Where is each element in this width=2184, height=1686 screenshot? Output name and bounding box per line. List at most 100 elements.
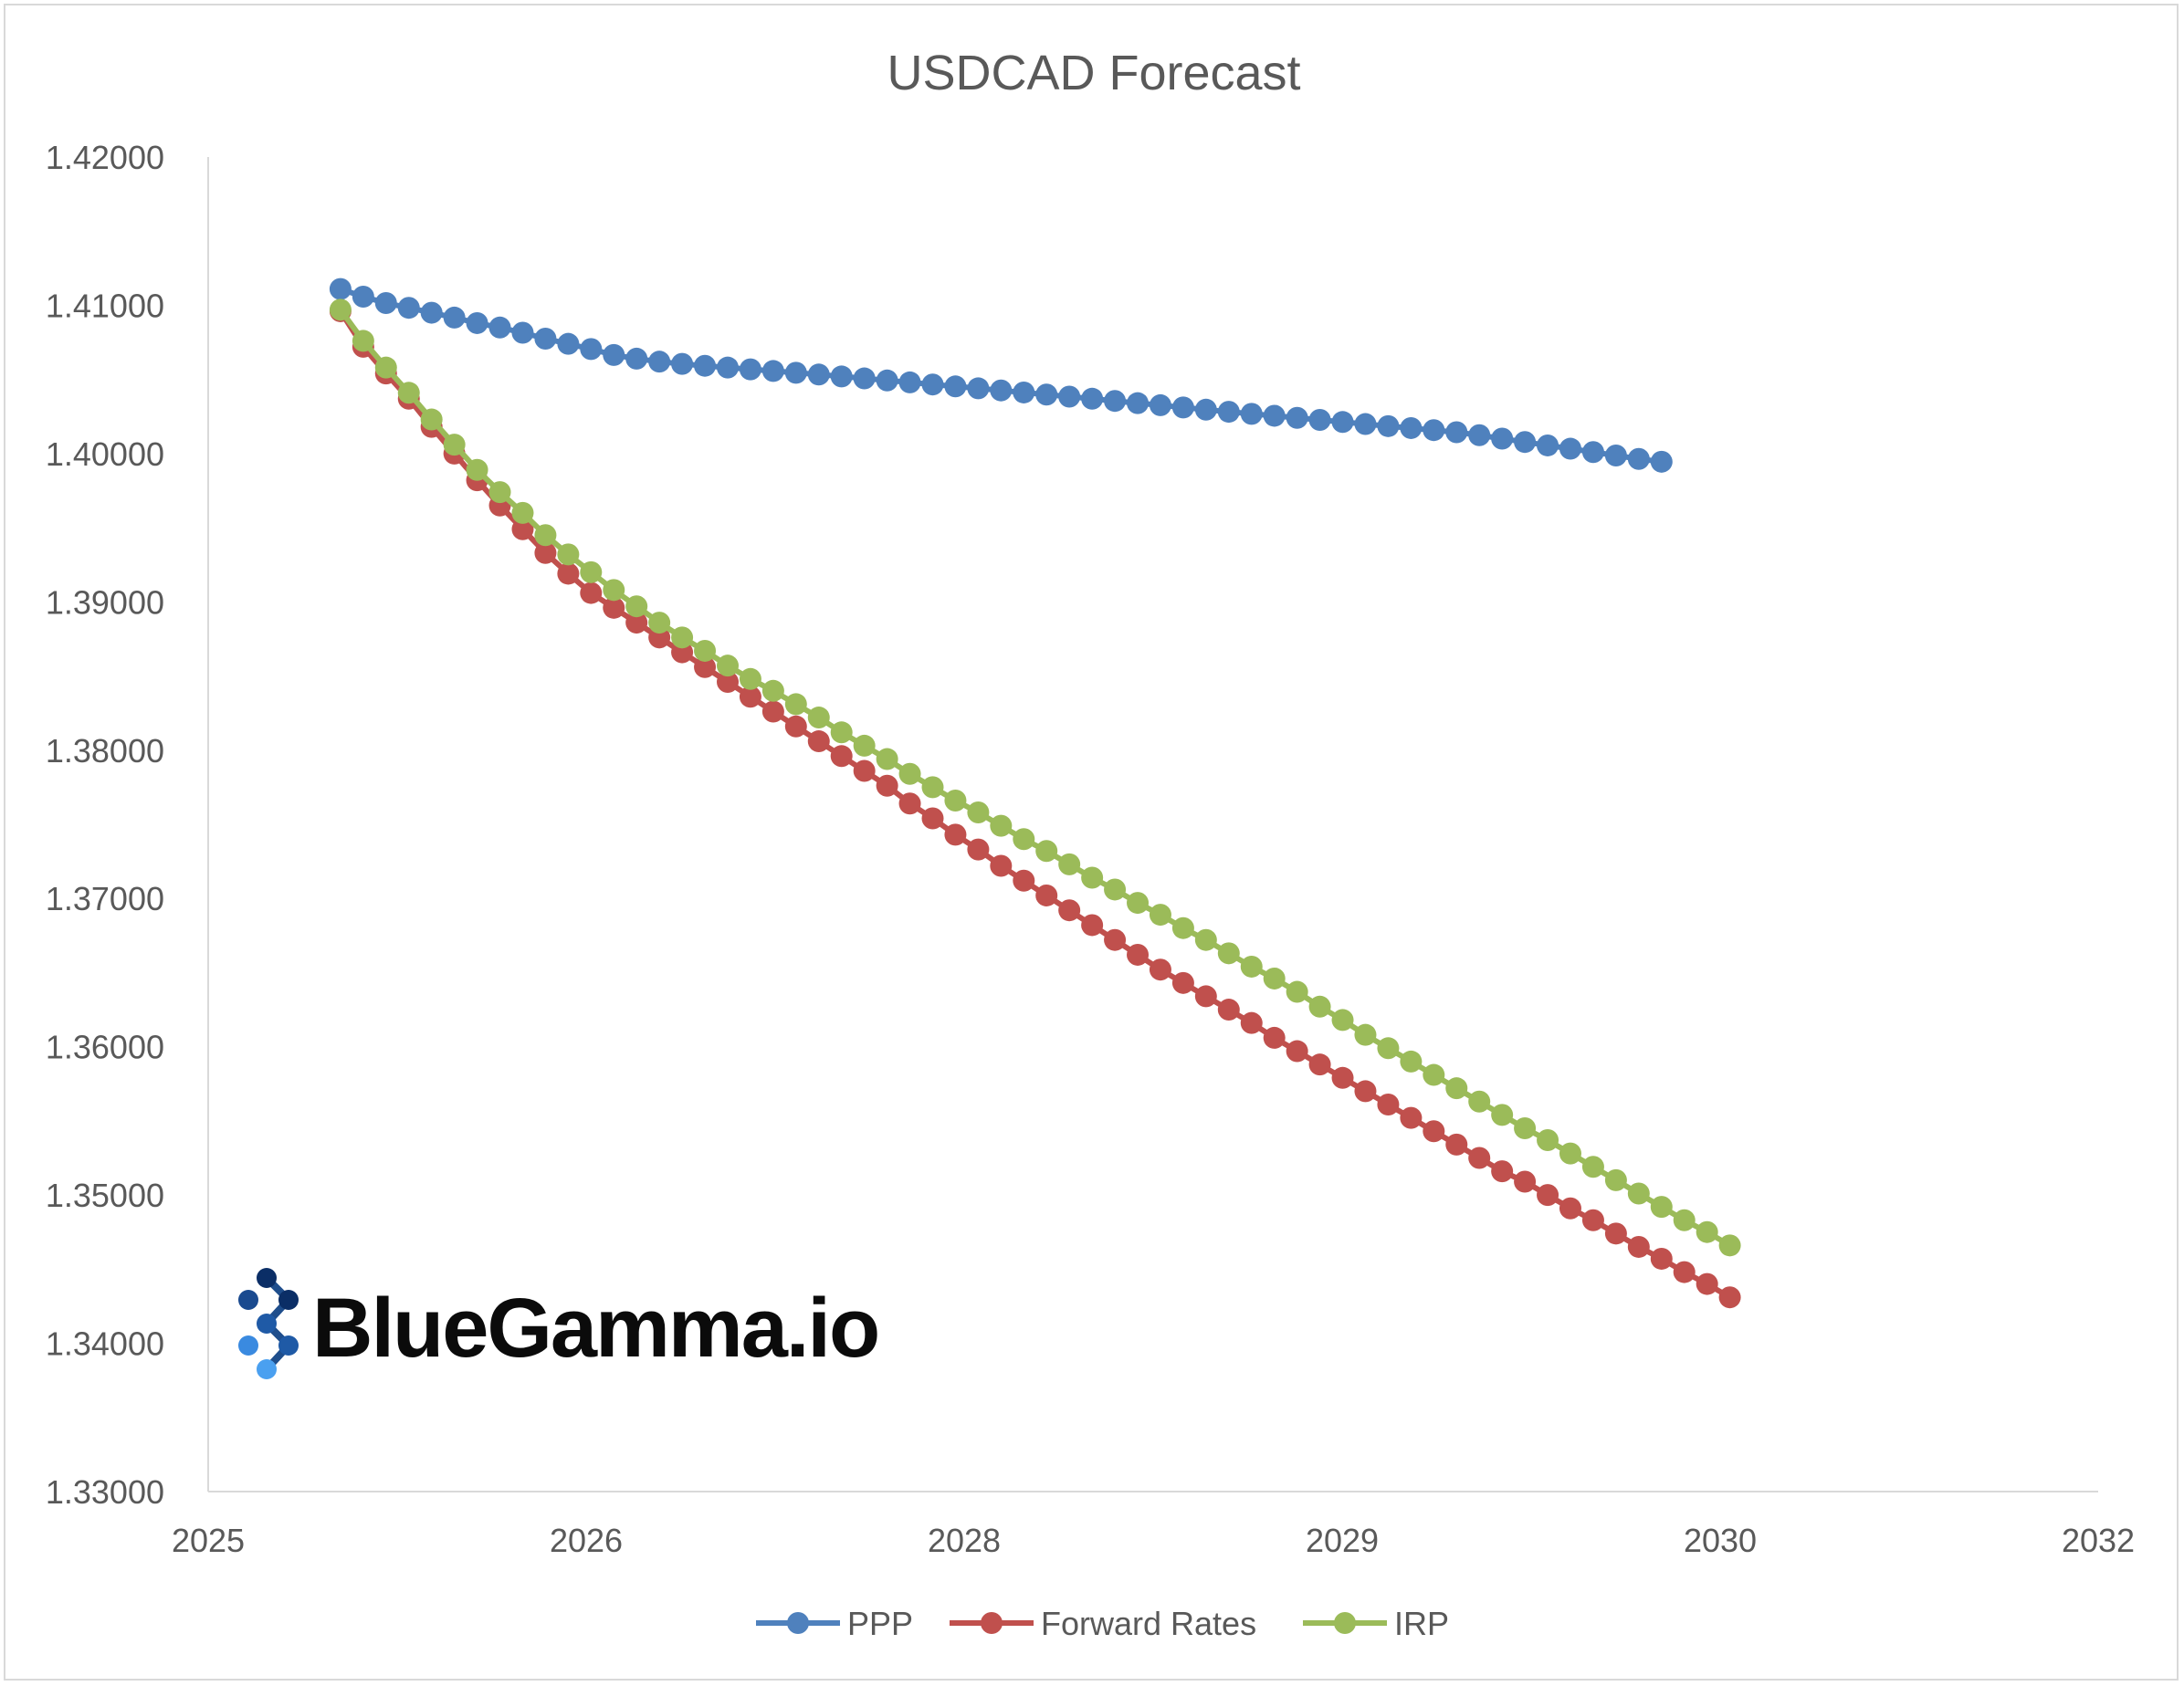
data-point-forward-rates (717, 671, 740, 694)
legend-marker-forward-rates (981, 1612, 1003, 1634)
data-point-irp (1104, 878, 1127, 901)
data-point-ppp (876, 369, 898, 392)
x-axis-ticks: 2025 2026 2028 2029 2030 2032 (172, 1522, 2135, 1559)
data-point-ppp (807, 363, 830, 386)
data-point-ppp (374, 292, 397, 315)
data-point-irp (1171, 916, 1194, 939)
legend-item-forward-rates: Forward Rates (950, 1605, 1256, 1642)
series-irp (329, 298, 1741, 1257)
data-point-ppp (557, 332, 580, 355)
data-point-ppp (784, 361, 807, 384)
data-point-ppp (1081, 387, 1104, 410)
data-point-forward-rates (1559, 1197, 1581, 1220)
data-point-ppp (1468, 424, 1491, 446)
data-point-ppp (1559, 437, 1581, 460)
y-tick-label: 1.39000 (46, 583, 164, 621)
data-point-forward-rates (1491, 1160, 1514, 1183)
data-point-irp (990, 814, 1013, 837)
data-point-ppp (1581, 441, 1604, 464)
data-point-irp (329, 298, 352, 321)
data-point-forward-rates (1468, 1147, 1491, 1169)
data-point-irp (1013, 828, 1035, 851)
data-point-irp (898, 762, 921, 785)
data-point-irp (1445, 1077, 1468, 1100)
y-tick-label: 1.35000 (46, 1177, 164, 1214)
data-point-ppp (1514, 431, 1537, 454)
data-point-ppp (1217, 401, 1240, 424)
x-tick-label: 2025 (172, 1522, 245, 1559)
data-point-irp (717, 655, 740, 677)
data-point-ppp (1058, 385, 1081, 408)
data-point-ppp (420, 301, 443, 324)
data-point-irp (1537, 1129, 1559, 1152)
data-point-ppp (739, 358, 761, 381)
data-point-irp (1263, 967, 1286, 990)
y-tick-label: 1.42000 (46, 139, 164, 176)
data-point-ppp (717, 356, 740, 379)
data-point-forward-rates (1058, 899, 1081, 922)
data-point-irp (488, 481, 511, 504)
data-point-forward-rates (1537, 1184, 1559, 1207)
y-axis-ticks: 1.33000 1.34000 1.35000 1.36000 1.37000 1.380… (46, 139, 164, 1511)
data-point-irp (443, 434, 466, 456)
data-point-irp (1650, 1196, 1673, 1219)
data-point-irp (1400, 1050, 1423, 1073)
data-point-irp (1627, 1182, 1650, 1205)
data-point-forward-rates (511, 518, 534, 540)
logo-text: BlueGamma.io (312, 1282, 878, 1375)
data-point-ppp (329, 278, 352, 300)
data-point-ppp (1127, 392, 1150, 414)
data-point-ppp (1537, 434, 1559, 456)
data-point-irp (784, 693, 807, 716)
data-point-irp (397, 382, 420, 404)
data-point-ppp (898, 371, 921, 393)
data-point-irp (1514, 1117, 1537, 1140)
y-tick-label: 1.40000 (46, 435, 164, 473)
data-point-irp (603, 579, 625, 602)
data-point-ppp (1400, 416, 1423, 439)
data-point-forward-rates (1217, 999, 1240, 1021)
data-point-forward-rates (1171, 971, 1194, 994)
data-point-ppp (1035, 383, 1058, 406)
data-point-ppp (830, 365, 853, 388)
data-point-ppp (694, 354, 717, 377)
data-point-irp (1491, 1104, 1514, 1126)
y-tick-label: 1.37000 (46, 880, 164, 917)
data-point-irp (1149, 904, 1171, 927)
data-point-forward-rates (1673, 1261, 1696, 1283)
data-point-irp (580, 560, 603, 583)
data-point-forward-rates (1514, 1170, 1537, 1193)
data-point-forward-rates (1104, 928, 1127, 951)
data-point-forward-rates (1650, 1247, 1673, 1270)
data-point-forward-rates (1423, 1120, 1445, 1143)
x-tick-label: 2029 (1306, 1522, 1379, 1559)
data-point-irp (1286, 980, 1308, 1003)
data-point-ppp (944, 375, 967, 398)
data-point-irp (1354, 1023, 1377, 1046)
data-point-irp (420, 408, 443, 431)
data-point-forward-rates (739, 686, 761, 708)
data-point-forward-rates (853, 759, 876, 782)
data-point-forward-rates (921, 807, 944, 830)
data-point-ppp (1263, 404, 1286, 427)
series-layer (329, 278, 1741, 1309)
series-line-forward-rates (338, 309, 1732, 1300)
x-tick-label: 2032 (2062, 1522, 2135, 1559)
data-point-forward-rates (1696, 1272, 1718, 1295)
data-point-forward-rates (1263, 1026, 1286, 1049)
data-point-irp (1377, 1037, 1400, 1060)
data-point-forward-rates (557, 562, 580, 585)
data-point-ppp (1650, 450, 1673, 473)
data-point-ppp (352, 286, 374, 309)
data-point-irp (466, 458, 488, 481)
data-point-irp (876, 748, 898, 770)
legend-marker-ppp (787, 1612, 809, 1634)
legend-marker-irp (1334, 1612, 1356, 1634)
data-point-ppp (466, 311, 488, 334)
series-ppp (329, 278, 1673, 473)
legend-label-forward-rates: Forward Rates (1041, 1605, 1256, 1642)
data-point-ppp (1331, 411, 1354, 434)
data-point-forward-rates (1240, 1011, 1263, 1034)
data-point-irp (1696, 1220, 1718, 1243)
data-point-irp (944, 790, 967, 812)
